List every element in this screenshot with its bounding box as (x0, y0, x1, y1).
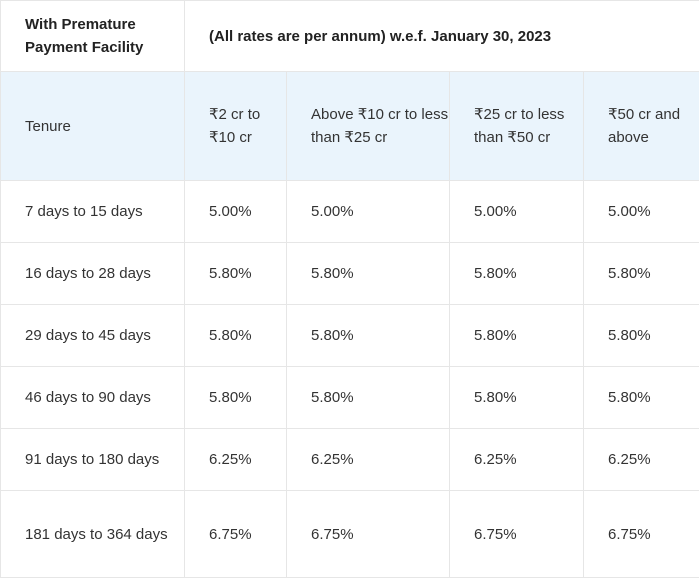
table-row: 46 days to 90 days 5.80% 5.80% 5.80% 5.8… (0, 366, 699, 429)
rate-cell: 5.80% (582, 304, 699, 367)
rate-cell: 5.80% (449, 242, 584, 305)
table-header-row: Tenure ₹2 cr to ₹10 cr Above ₹10 cr to l… (0, 71, 699, 181)
rate-cell: 6.25% (286, 428, 450, 491)
tenure-cell: 46 days to 90 days (0, 366, 185, 429)
rate-cell: 5.80% (582, 242, 699, 305)
rate-cell: 5.80% (184, 366, 287, 429)
column-header-50cr-and-above: ₹50 cr and above (582, 71, 699, 181)
table-row: 29 days to 45 days 5.80% 5.80% 5.80% 5.8… (0, 304, 699, 367)
rate-cell: 6.75% (184, 490, 287, 578)
column-header-tenure: Tenure (0, 71, 185, 181)
tenure-cell: 181 days to 364 days (0, 490, 185, 578)
table-row: 7 days to 15 days 5.00% 5.00% 5.00% 5.00… (0, 180, 699, 243)
rate-cell: 5.80% (582, 366, 699, 429)
rate-cell: 6.75% (286, 490, 450, 578)
rate-cell: 5.80% (184, 304, 287, 367)
rate-cell: 5.80% (286, 366, 450, 429)
table-row: 91 days to 180 days 6.25% 6.25% 6.25% 6.… (0, 428, 699, 491)
column-header-25cr-to-50cr: ₹25 cr to less than ₹50 cr (449, 71, 584, 181)
rate-cell: 5.80% (449, 304, 584, 367)
column-header-10cr-to-25cr: Above ₹10 cr to less than ₹25 cr (286, 71, 450, 181)
rate-cell: 6.25% (184, 428, 287, 491)
rate-cell: 5.80% (449, 366, 584, 429)
facility-label: With Premature Payment Facility (0, 0, 185, 72)
table-row: 16 days to 28 days 5.80% 5.80% 5.80% 5.8… (0, 242, 699, 305)
rate-cell: 5.80% (184, 242, 287, 305)
rate-cell: 5.00% (286, 180, 450, 243)
rate-cell: 5.00% (582, 180, 699, 243)
tenure-cell: 7 days to 15 days (0, 180, 185, 243)
tenure-cell: 29 days to 45 days (0, 304, 185, 367)
rate-cell: 6.75% (449, 490, 584, 578)
rate-cell: 5.00% (449, 180, 584, 243)
table-row: 181 days to 364 days 6.75% 6.75% 6.75% 6… (0, 490, 699, 578)
column-header-2cr-to-10cr: ₹2 cr to ₹10 cr (184, 71, 287, 181)
rate-cell: 6.75% (582, 490, 699, 578)
tenure-cell: 16 days to 28 days (0, 242, 185, 305)
rate-cell: 5.00% (184, 180, 287, 243)
rate-cell: 6.25% (449, 428, 584, 491)
rate-cell: 5.80% (286, 304, 450, 367)
rates-note: (All rates are per annum) w.e.f. January… (183, 0, 699, 72)
table-title-row: With Premature Payment Facility (All rat… (0, 0, 699, 72)
tenure-cell: 91 days to 180 days (0, 428, 185, 491)
rate-cell: 6.25% (582, 428, 699, 491)
rate-cell: 5.80% (286, 242, 450, 305)
